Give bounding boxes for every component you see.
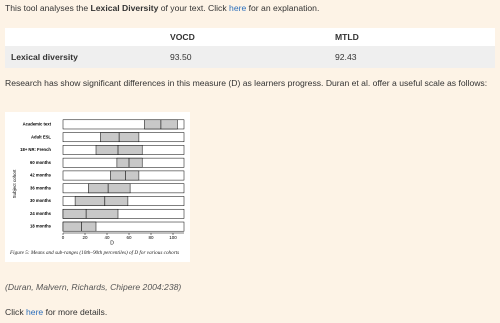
y-tick-label: 42 months xyxy=(30,173,52,178)
x-tick-label: 80 xyxy=(148,235,154,240)
sub-range xyxy=(88,183,131,194)
cell: 93.50 xyxy=(170,52,192,62)
footer-text: Click xyxy=(5,307,24,317)
y-tick-label: 36 months xyxy=(30,185,52,190)
x-tick-label: 60 xyxy=(126,235,132,240)
results-table: VOCD MTLD Lexical diversity 93.50 92.43 xyxy=(5,28,495,68)
intro-text: for an explanation. xyxy=(248,3,320,13)
sub-range xyxy=(110,170,140,181)
cell: 92.43 xyxy=(335,52,357,62)
intro-text: of your text. Click xyxy=(160,3,227,13)
sub-range xyxy=(62,221,97,232)
sub-range xyxy=(62,208,119,219)
intro: This tool analyses the Lexical Diversity… xyxy=(5,3,319,13)
y-tick-label: 18 months xyxy=(30,224,52,229)
row-frame xyxy=(62,119,185,130)
sub-range xyxy=(74,196,129,206)
table-row: Lexical diversity 93.50 92.43 xyxy=(5,46,495,68)
sub-range xyxy=(116,157,143,168)
intro-text: This tool analyses the xyxy=(5,3,89,13)
x-tick-label: 100 xyxy=(169,235,177,240)
y-tick-label: Adult ESL xyxy=(31,134,51,139)
y-axis-label: Subject cohort xyxy=(12,169,17,199)
details-link[interactable]: here xyxy=(26,307,44,317)
x-axis-label: D xyxy=(110,240,114,246)
footer: Click here for more details. xyxy=(5,307,107,317)
explanation-link[interactable]: here xyxy=(229,3,247,13)
y-tick-label: Academic text xyxy=(23,121,52,126)
sub-range xyxy=(100,132,140,143)
figure-caption: Figure 5: Means and sub-ranges (10th–90t… xyxy=(10,250,180,256)
x-tick-label: 40 xyxy=(104,235,110,240)
intro-bold: Lexical Diversity xyxy=(90,3,159,13)
header-cell: VOCD xyxy=(170,32,195,42)
y-tick-label: 60 months xyxy=(30,160,52,165)
sub-range xyxy=(95,145,143,155)
citation: (Duran, Malvern, Richards, Chipere 2004:… xyxy=(5,282,182,292)
table-header: VOCD MTLD xyxy=(5,28,495,46)
row-label: Lexical diversity xyxy=(11,52,78,62)
x-tick-label: 20 xyxy=(82,235,88,240)
footer-text: for more details. xyxy=(45,307,108,317)
x-tick-label: 0 xyxy=(62,235,65,240)
figure: Subject cohort D 0 20 40 60 80 100 Academic te… xyxy=(5,112,190,262)
y-tick-label: 18+ NR: French xyxy=(20,147,51,152)
y-tick-label: 30 months xyxy=(30,198,52,203)
paragraph: Research has show significant difference… xyxy=(5,78,488,88)
header-cell: MTLD xyxy=(335,32,359,42)
y-tick-label: 24 months xyxy=(30,211,52,216)
